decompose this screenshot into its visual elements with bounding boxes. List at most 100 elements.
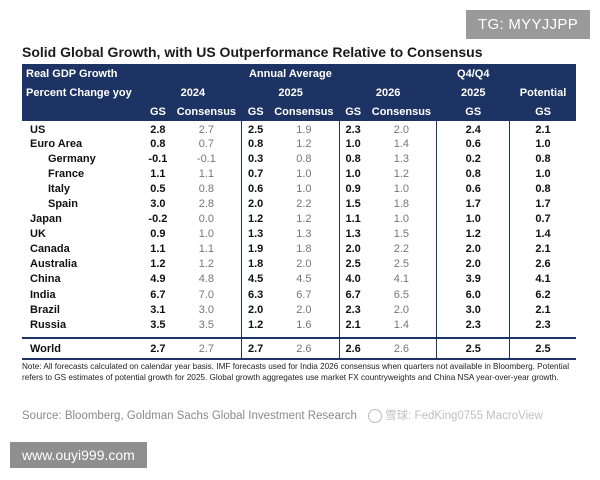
consensus-2026: 1.3 — [393, 152, 410, 165]
consensus-2026: 1.4 — [393, 137, 410, 150]
consensus-2025: 1.2 — [296, 213, 312, 226]
header-pct-change: Percent Change yoy — [26, 86, 132, 99]
gs-potential: 2.5 — [509, 337, 576, 361]
gs-2026: 2.1 — [338, 317, 367, 333]
gs-2025: 0.6 — [241, 181, 269, 197]
world-row: World 2.7 2.7 2.7 2.6 2.6 2.6 2.5 2.5 — [22, 337, 576, 361]
consensus-2026: 1.5 — [393, 228, 410, 241]
table-row: France 1.1 1.1 0.7 1.0 1.0 1.2 0.8 1.0 — [22, 166, 576, 182]
table-row: US 2.8 2.7 2.5 1.9 2.3 2.0 2.4 2.1 — [22, 121, 576, 137]
gs-potential: 1.0 — [509, 136, 576, 152]
gs-q4-2025: 3.9 — [436, 271, 510, 288]
gs-potential: 4.1 — [509, 271, 576, 288]
gs-2024: 4.9 — [150, 273, 166, 286]
table-row: UK 0.9 1.0 1.3 1.3 1.3 1.5 1.2 1.4 — [22, 226, 576, 242]
consensus-2025: 1.0 — [296, 167, 312, 180]
gs-q4-2025: 2.5 — [436, 337, 510, 361]
consensus-2025: 0.8 — [296, 152, 312, 165]
consensus-2024: 1.2 — [198, 258, 215, 271]
country-name: India — [30, 288, 56, 301]
consensus-2025: 2.0 — [296, 258, 312, 271]
consensus-2026: 6.5 — [393, 288, 410, 301]
gs-2025: 0.8 — [241, 136, 269, 152]
consensus-2026: 1.4 — [393, 318, 410, 331]
gs-potential: 2.6 — [509, 256, 576, 272]
table-row: Japan -0.2 0.0 1.2 1.2 1.1 1.0 1.0 0.7 — [22, 211, 576, 227]
table-row: Germany -0.1 -0.1 0.3 0.8 0.8 1.3 0.2 0.… — [22, 151, 576, 167]
gs-potential: 1.7 — [509, 196, 576, 212]
source-watermark: 雪球: FedKing0755 MacroView — [368, 408, 543, 423]
gs-q4-2025: 6.0 — [436, 287, 510, 303]
gs-2025: 2.0 — [241, 196, 269, 212]
table-row: Brazil 3.1 3.0 2.0 2.0 2.3 2.0 3.0 2.1 — [22, 302, 576, 318]
consensus-2025: 6.7 — [296, 288, 312, 301]
gs-2024: -0.2 — [148, 213, 168, 226]
gs-q4-2025: 2.4 — [436, 121, 510, 137]
gs-q4-2025: 2.3 — [436, 317, 510, 333]
consensus-2024: 7.0 — [198, 288, 215, 301]
gs-2024: 2.7 — [144, 337, 172, 361]
country-name: Brazil — [30, 303, 60, 316]
table-row: Italy 0.5 0.8 0.6 1.0 0.9 1.0 0.6 0.8 — [22, 181, 576, 197]
table-row: Spain 3.0 2.8 2.0 2.2 1.5 1.8 1.7 1.7 — [22, 196, 576, 212]
gs-2024: 1.1 — [150, 243, 166, 256]
table-row: China 4.9 4.8 4.5 4.5 4.0 4.1 3.9 4.1 — [22, 271, 576, 288]
gs-2024: 6.7 — [150, 288, 166, 301]
header-consensus-2025: Consensus — [274, 105, 334, 118]
gs-2026: 1.0 — [338, 166, 367, 182]
header-gs-q4: GS — [436, 102, 510, 121]
country-name: China — [30, 273, 61, 286]
consensus-2025: 1.9 — [296, 124, 312, 137]
gs-potential: 2.3 — [509, 317, 576, 333]
table-row: Canada 1.1 1.1 1.9 1.8 2.0 2.2 2.0 2.1 — [22, 241, 576, 257]
gs-q4-2025: 2.0 — [436, 241, 510, 257]
country-name: Russia — [30, 318, 67, 331]
gs-2025: 1.9 — [241, 241, 269, 257]
consensus-2024: 3.5 — [198, 318, 215, 331]
header-gs-2024: GS — [149, 105, 166, 118]
header-consensus-2026: Consensus — [371, 105, 432, 118]
gs-2025: 6.3 — [241, 287, 269, 303]
header-consensus-2024: Consensus — [176, 105, 237, 118]
gs-2024: 3.5 — [150, 318, 166, 331]
header-year-2025: 2025 — [241, 83, 340, 102]
header-year-2026: 2026 — [338, 83, 437, 102]
gs-potential: 6.2 — [509, 287, 576, 303]
consensus-2025: 1.3 — [296, 228, 312, 241]
country-name: Australia — [30, 258, 78, 271]
gs-q4-2025: 3.0 — [436, 302, 510, 318]
table-row: Euro Area 0.8 0.7 0.8 1.2 1.0 1.4 0.6 1.… — [22, 136, 576, 152]
watermark-tag: TG: MYYJJPP — [466, 10, 590, 39]
gs-2026: 4.0 — [338, 271, 367, 288]
consensus-2024: 0.7 — [198, 137, 215, 150]
country-name: US — [30, 124, 46, 137]
consensus-2025: 1.8 — [296, 243, 312, 256]
gs-2025: 1.8 — [241, 256, 269, 272]
gs-2026: 0.9 — [338, 181, 367, 197]
gs-2024: 3.1 — [150, 303, 166, 316]
table-row: India 6.7 7.0 6.3 6.7 6.7 6.5 6.0 6.2 — [22, 287, 576, 303]
consensus-2024: 2.7 — [198, 124, 215, 137]
gs-potential: 0.8 — [509, 151, 576, 167]
gs-2025: 1.3 — [241, 226, 269, 242]
gs-2026: 2.0 — [338, 241, 367, 257]
gs-2026: 2.5 — [338, 256, 367, 272]
consensus-2024: 2.8 — [198, 198, 215, 211]
consensus-2024: 0.8 — [198, 182, 215, 195]
consensus-2026: 1.8 — [393, 198, 410, 211]
gs-q4-2025: 1.7 — [436, 196, 510, 212]
country-name: France — [48, 167, 85, 180]
gs-2025: 2.7 — [241, 337, 269, 361]
gs-2025: 4.5 — [241, 271, 269, 288]
table-row: Russia 3.5 3.5 1.2 1.6 2.1 1.4 2.3 2.3 — [22, 317, 576, 333]
country-name: Japan — [30, 213, 62, 226]
gs-2025: 2.5 — [241, 121, 269, 137]
consensus-2026: 1.2 — [393, 167, 410, 180]
gs-2025: 0.3 — [241, 151, 269, 167]
consensus-2025: 2.0 — [296, 303, 312, 316]
gs-2024: 3.0 — [150, 198, 166, 211]
gs-q4-2025: 0.6 — [436, 181, 510, 197]
consensus-2026: 1.0 — [393, 182, 410, 195]
header-gs-2026: GS — [338, 102, 367, 121]
consensus-2025: 2.6 — [268, 337, 340, 361]
